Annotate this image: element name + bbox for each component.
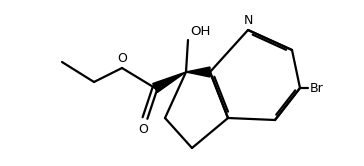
Text: O: O <box>138 123 148 136</box>
Text: N: N <box>243 14 253 27</box>
Text: O: O <box>117 52 127 65</box>
Polygon shape <box>186 67 210 77</box>
Polygon shape <box>153 72 186 92</box>
Text: Br: Br <box>310 82 324 94</box>
Text: OH: OH <box>190 25 210 38</box>
